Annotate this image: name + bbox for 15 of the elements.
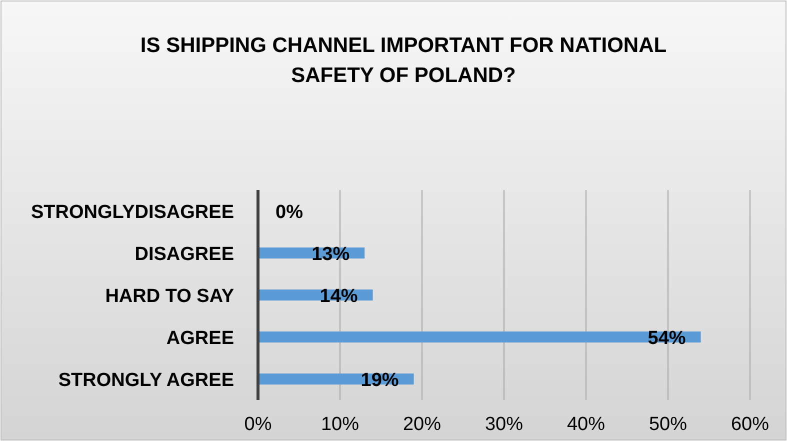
- bar: [258, 332, 701, 342]
- y-tick-label: HARD TO SAY: [105, 286, 234, 307]
- chart-title: IS SHIPPING CHANNEL IMPORTANT FOR NATIONAL SAFETY OF POLAND?: [140, 34, 667, 87]
- x-tick-label: 10%: [320, 414, 360, 435]
- y-tick-label: STRONGLY AGREE: [58, 370, 234, 391]
- x-tick-label: 60%: [730, 414, 770, 435]
- x-tick-label: 50%: [648, 414, 688, 435]
- x-tick-label: 20%: [402, 414, 442, 435]
- x-tick-label: 0%: [244, 414, 272, 435]
- data-label: 0%: [276, 202, 304, 223]
- x-tick-label: 40%: [566, 414, 606, 435]
- x-tick-label: 30%: [484, 414, 524, 435]
- y-tick-label: DISAGREE: [134, 244, 234, 265]
- y-tick-label: AGREE: [166, 328, 234, 349]
- y-tick-label: STRONGLYDISAGREE: [30, 202, 234, 223]
